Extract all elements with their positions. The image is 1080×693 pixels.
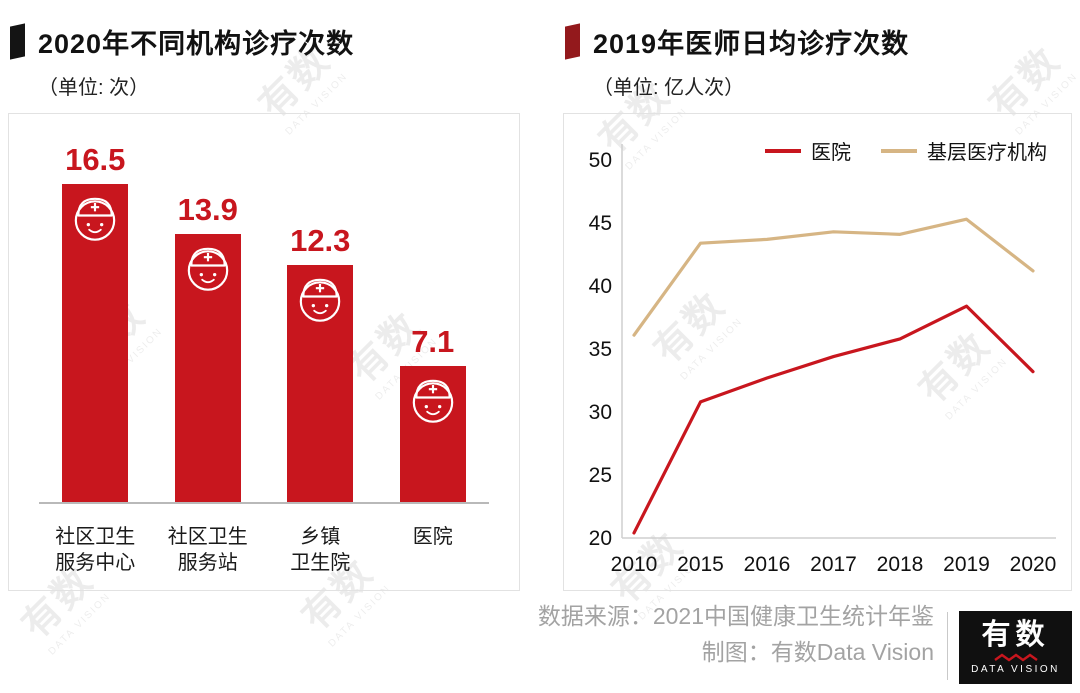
bar [174,234,241,504]
legend-line-swatch [881,148,917,153]
bar-chart-title-line: 2020年不同机构诊疗次数 [10,22,354,61]
doctor-icon [300,278,341,322]
bar [287,265,354,504]
line-chart: 20 25 30 35 40 45 50 2010 2015 2016 2017 2018 2019 20… [589,144,1057,576]
data-source-text: 数据来源：2021中国健康卫生统计年鉴 [537,603,934,629]
line-chart-header: 2019年医师日均诊疗次数 （单位: 亿人次） [565,22,909,100]
title-flag-icon [565,23,580,60]
bar-value-label: 7.1 [411,324,455,359]
footer-source-block: 数据来源：2021中国健康卫生统计年鉴 制图：有数Data Vision [538,599,934,670]
bar-value-label: 16.5 [65,142,126,177]
x-tick-label: 2015 [677,553,724,576]
line-chart-panel: 医院 基层医疗机构 20 25 30 35 40 45 50 2010 2015 2016 2017 2… [563,113,1072,591]
line-chart-unit: （单位: 亿人次） [593,77,745,99]
x-tick-label: 2017 [810,553,857,576]
bar-group: 12.3 [264,223,377,504]
line-chart-title: 2019年医师日均诊疗次数 [593,29,910,59]
logo-cn-text: 有数 [981,618,1050,651]
bar-category-label: 社区卫生 服务站 [167,526,248,574]
y-tick-label: 35 [589,338,612,361]
legend-item: 基层医疗机构 [881,136,1047,165]
x-tick-label: 2010 [611,553,658,576]
doctor-icon [75,197,116,241]
bar-chart-title: 2020年不同机构诊疗次数 [38,29,355,59]
bar-chart-panel: 16.5 13.9 12.3 7.1 社区卫生 服务中心 社区卫生 服务站 乡镇 卫生院 医院 [8,113,520,591]
bar-chart-header: 2020年不同机构诊疗次数 （单位: 次） [10,22,354,100]
y-tick-label: 25 [589,464,612,487]
legend-line-swatch [765,148,801,153]
legend-label: 医院 [811,142,851,164]
title-flag-icon [10,23,25,60]
bar-category-label: 社区卫生 服务中心 [55,526,136,574]
line-chart-title-line: 2019年医师日均诊疗次数 [565,22,909,61]
bar-category-label: 乡镇 卫生院 [290,526,351,574]
y-tick-label: 30 [589,401,612,424]
x-tick-label: 2018 [877,553,924,576]
y-tick-label: 45 [589,212,612,235]
bar [399,366,466,504]
bar-axis-line [39,502,489,504]
bar-group: 7.1 [377,324,490,504]
bar-value-label: 12.3 [290,223,351,258]
y-tick-label: 20 [589,527,612,550]
bar-category-label: 医院 [412,526,453,548]
legend-label: 基层医疗机构 [927,142,1047,164]
y-tick-label: 50 [589,149,612,172]
bar-chart-unit: （单位: 次） [38,77,150,99]
bar-chart-plot-area: 16.5 13.9 12.3 7.1 [39,132,489,504]
logo-en-text: DATA VISION [971,663,1060,675]
brand-logo: 有数 DATA VISION [959,611,1072,684]
bar [62,184,129,504]
bar-group: 13.9 [152,192,265,504]
legend-item: 医院 [765,136,851,165]
y-tick-label: 40 [589,275,612,298]
doctor-icon [412,379,453,423]
series-line-基层医疗机构 [632,217,1035,337]
x-tick-label: 2016 [744,553,791,576]
doctor-icon [187,247,228,291]
bar-category-labels: 社区卫生 服务中心 社区卫生 服务站 乡镇 卫生院 医院 [39,524,489,576]
series-line-医院 [632,304,1035,535]
x-tick-label: 2019 [943,553,990,576]
credit-text: 制图：有数Data Vision [701,638,934,665]
bar-value-label: 13.9 [177,192,238,227]
logo-wave-icon [993,653,1038,661]
x-tick-label: 2020 [1010,553,1057,576]
line-chart-legend: 医院 基层医疗机构 [765,136,1047,165]
footer-divider [947,612,948,680]
bar-group: 16.5 [39,142,152,504]
